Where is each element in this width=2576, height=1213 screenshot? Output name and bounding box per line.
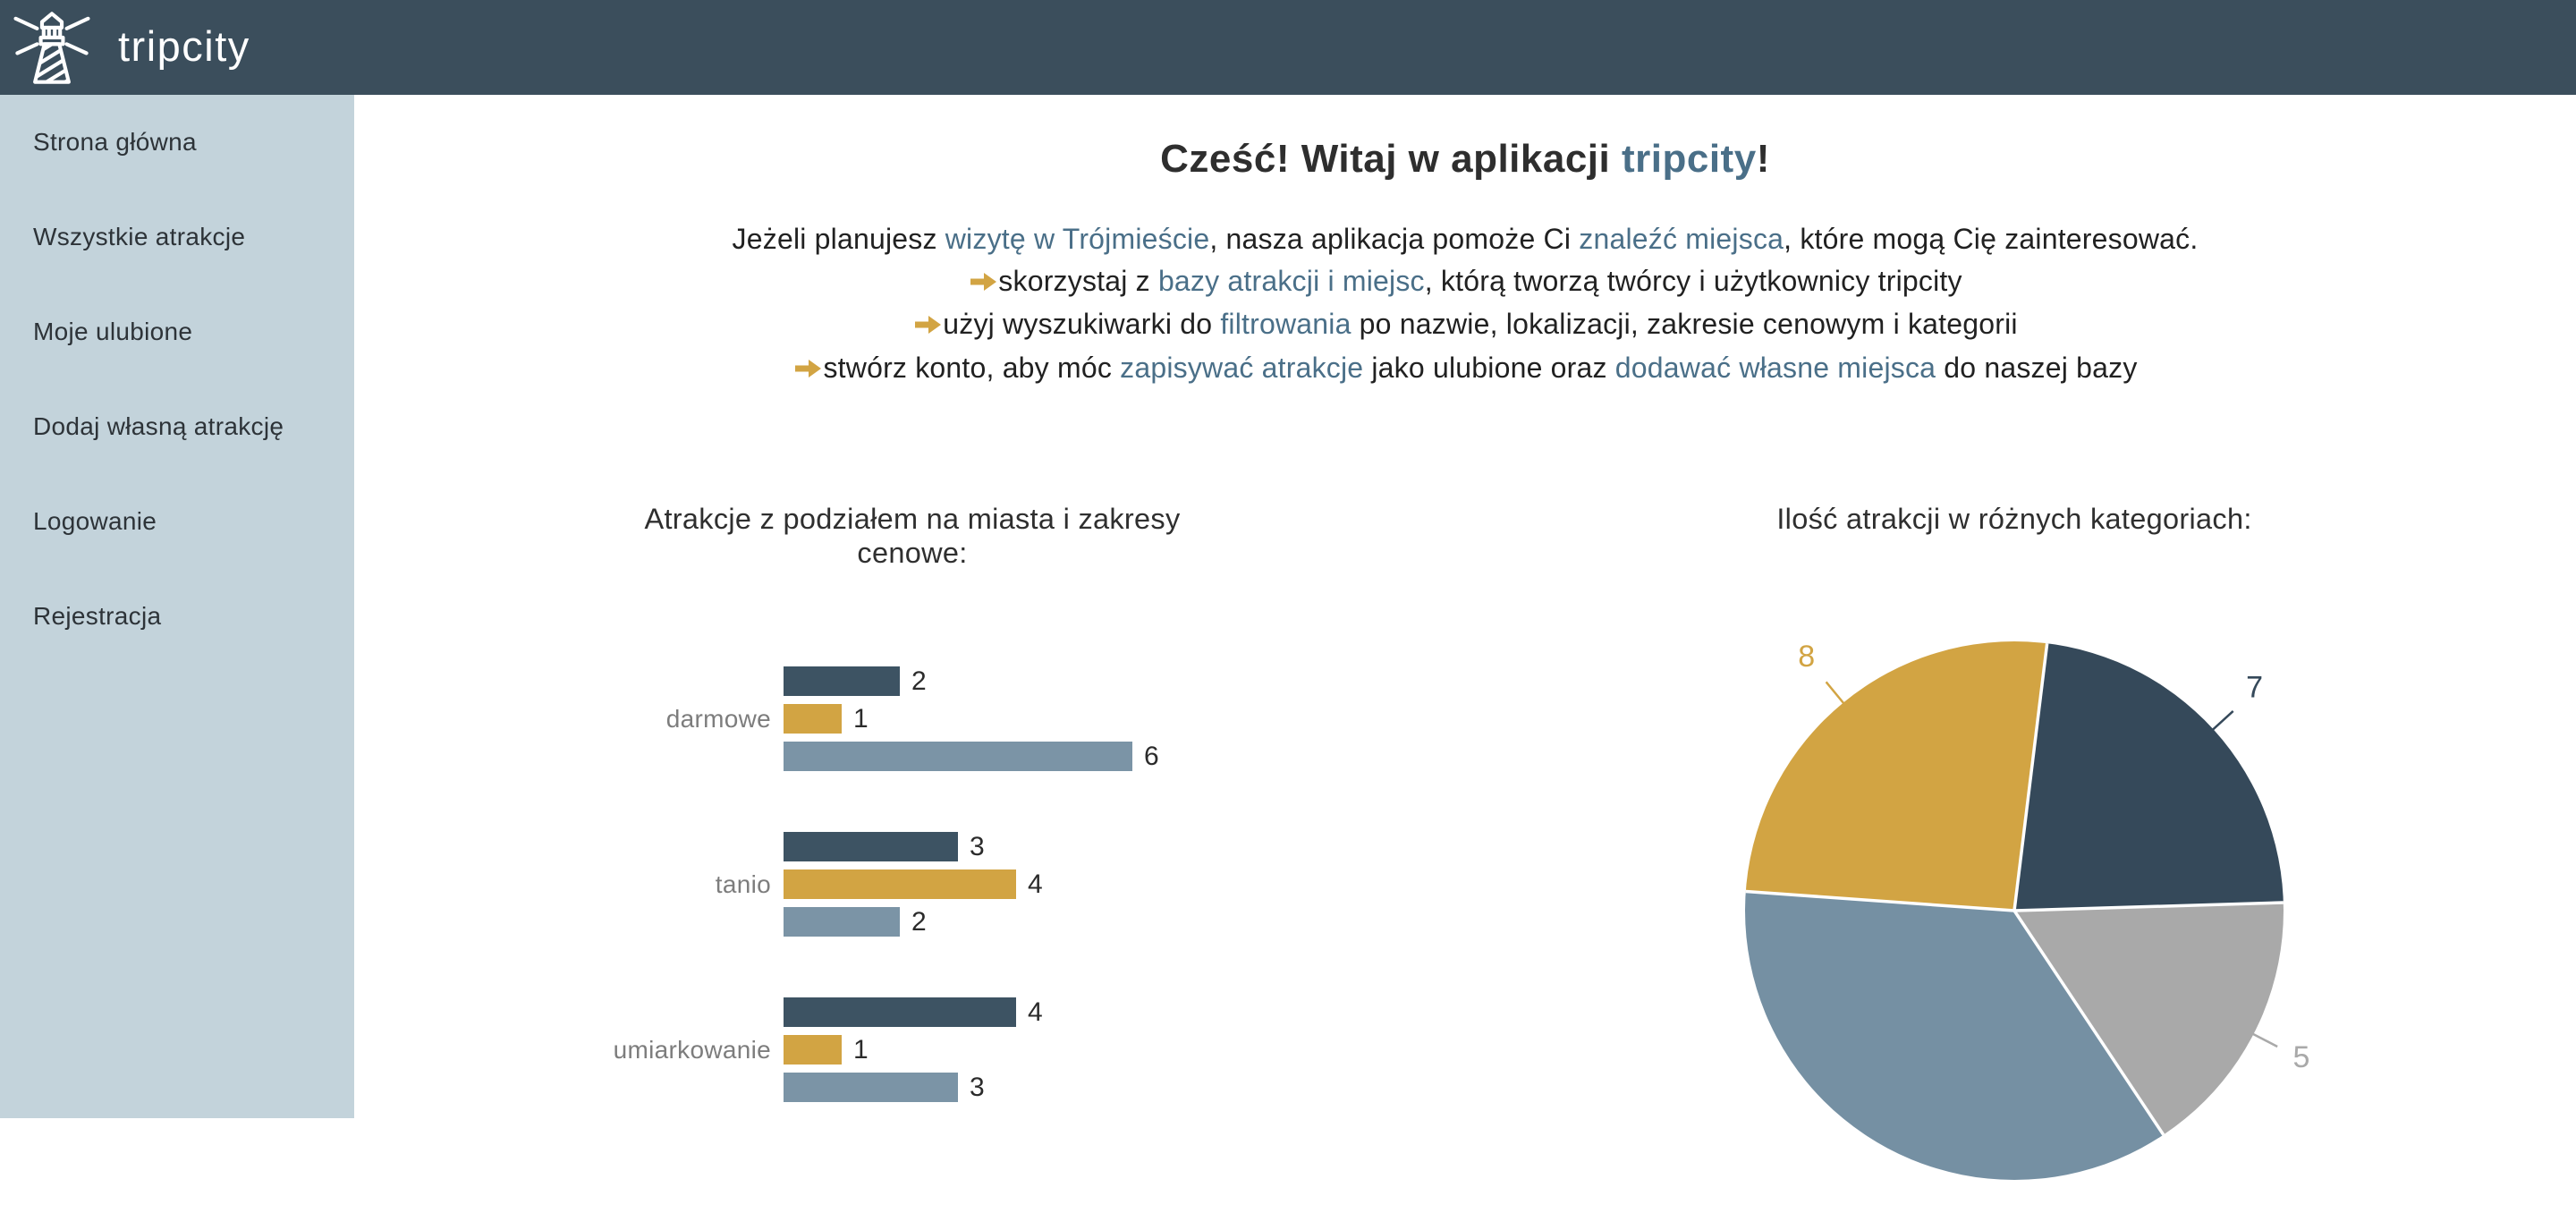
bar [784, 1073, 958, 1102]
bar-value-label: 3 [970, 1073, 985, 1102]
intro-segment: użyj wyszukiwarki do [943, 308, 1221, 340]
bar [784, 997, 1016, 1027]
pie [1745, 641, 2284, 1180]
sidebar-item-all-attractions[interactable]: Wszystkie atrakcje [33, 223, 246, 250]
bar-value-label: 2 [911, 907, 927, 937]
sidebar-item-login[interactable]: Logowanie [33, 507, 157, 535]
pie-chart: Ilość atrakcji w różnych kategoriach: 7 5… [1692, 484, 2336, 1213]
bar [784, 704, 842, 734]
pie-slice-label: 5 [2293, 1040, 2310, 1074]
intro-highlight: znaleźć miejsca [1579, 223, 1784, 255]
welcome-heading: Cześć! Witaj w aplikacji tripcity! [354, 134, 2576, 183]
bar-category-label: umiarkowanie [613, 1036, 771, 1064]
heading-highlight: tripcity [1621, 137, 1757, 181]
intro-text: Jeżeli planujesz wizytę w Trójmieście, n… [354, 218, 2576, 390]
intro-segment: skorzystaj z [998, 264, 1158, 297]
intro-segment: do naszej bazy [1936, 351, 2138, 384]
intro-segment: jako ulubione oraz [1363, 351, 1615, 384]
intro-line: skorzystaj z bazy atrakcji i miejsc, któ… [354, 260, 2576, 304]
intro-line: użyj wyszukiwarki do filtrowania po nazw… [354, 303, 2576, 347]
intro-line: Jeżeli planujesz wizytę w Trójmieście, n… [354, 218, 2576, 260]
pie-slice-label: 8 [1798, 640, 1815, 674]
bar-value-label: 3 [970, 832, 985, 861]
bar [784, 907, 900, 937]
intro-segment: po nazwie, lokalizacji, zakresie cenowym… [1351, 308, 2018, 340]
intro-segment: stwórz konto, aby móc [823, 351, 1121, 384]
bar-chart: Atrakcje z podziałem na miasta i zakresy… [483, 484, 1342, 1200]
bar-value-label: 2 [911, 666, 927, 696]
app-logo[interactable]: tripcity [11, 6, 250, 89]
bar [784, 666, 900, 696]
pie-chart-title: Ilość atrakcji w różnych kategoriach: [1776, 503, 2252, 535]
app-logo-text: tripcity [118, 21, 250, 70]
sidebar-item-register[interactable]: Rejestracja [33, 602, 162, 630]
intro-highlight: zapisywać atrakcje [1120, 351, 1364, 384]
intro-segment: Jeżeli planujesz [732, 223, 945, 255]
bar-value-label: 1 [853, 704, 869, 734]
heading-text: Cześć! Witaj w aplikacji [1160, 137, 1622, 181]
intro-highlight: wizytę w Trójmieście [945, 223, 1210, 255]
sidebar: Strona główna Wszystkie atrakcje Moje ulub… [0, 95, 354, 1118]
intro-highlight: dodawać własne miejsca [1614, 351, 1936, 384]
bar [784, 742, 1132, 771]
bar-group-darmowe: darmowe 2 1 6 [483, 666, 1342, 771]
lighthouse-logo-icon [13, 12, 90, 84]
intro-segment: , którą tworzą twórcy i użytkownicy trip… [1424, 264, 1962, 297]
pie-leader-line [2211, 710, 2234, 732]
pie-leader-line [2251, 1032, 2278, 1048]
sidebar-item-add-attraction[interactable]: Dodaj własną atrakcję [33, 412, 284, 440]
bar [784, 832, 958, 861]
intro-highlight: filtrowania [1220, 308, 1352, 340]
pie-leader-line [1825, 681, 1845, 705]
arrow-right-icon [792, 349, 823, 391]
app-header: tripcity [0, 0, 2576, 95]
pie-slice-label: 7 [2246, 671, 2263, 705]
bar-group-umiarkowanie: umiarkowanie 4 1 3 [483, 997, 1342, 1102]
bar [784, 1035, 842, 1065]
intro-line: stwórz konto, aby móc zapisywać atrakcje… [354, 347, 2576, 391]
bar-category-label: tanio [715, 870, 771, 898]
sidebar-item-home[interactable]: Strona główna [33, 128, 197, 156]
bar [784, 869, 1016, 899]
bar-group-tanio: tanio 3 4 2 [483, 832, 1342, 937]
intro-segment: , nasza aplikacja pomoże Ci [1209, 223, 1580, 255]
heading-text: ! [1756, 137, 1770, 181]
arrow-right-icon [912, 305, 943, 347]
bar-value-label: 4 [1028, 869, 1043, 899]
bar-category-label: darmowe [665, 705, 771, 733]
bar-value-label: 1 [853, 1035, 869, 1065]
bar-value-label: 4 [1028, 997, 1043, 1027]
bar-chart-title: Atrakcje z podziałem na miasta i zakresy… [644, 503, 1181, 569]
bar-chart-plot: darmowe 2 1 6 tanio 3 4 2 umiarkowanie 4 1 3 [483, 666, 1342, 1203]
intro-highlight: bazy atrakcji i miejsc [1157, 264, 1425, 297]
intro-segment: , które mogą Cię zainteresować. [1784, 223, 2199, 255]
sidebar-item-favorites[interactable]: Moje ulubione [33, 318, 193, 345]
arrow-right-icon [968, 262, 998, 304]
main-content: Cześć! Witaj w aplikacji tripcity! Jeżel… [354, 95, 2576, 1180]
bar-value-label: 6 [1144, 742, 1159, 771]
